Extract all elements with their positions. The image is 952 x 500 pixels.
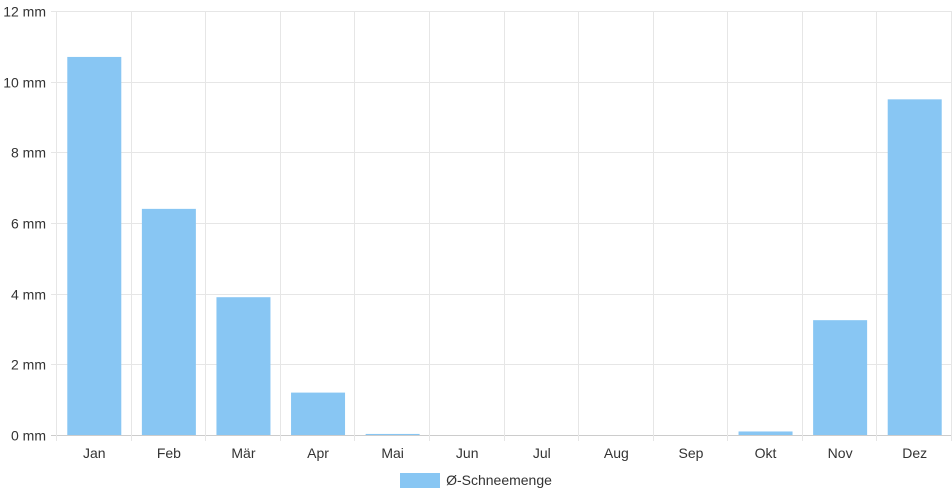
x-tick-label: Jan [83,445,106,461]
x-tick-label: Okt [755,445,777,461]
x-axis-ticks: Jan Feb Mär Apr Mai Jun Jul Aug Sep Okt Nov Dez [83,445,927,461]
x-tick-label: Mai [381,445,404,461]
legend-label: Ø-Schneemenge [446,472,552,488]
bar-mai[interactable] [365,433,420,435]
bar-feb[interactable] [141,208,196,435]
y-tick-label: 4 mm [11,287,46,303]
x-tick-label: Aug [604,445,629,461]
y-axis-ticks: 0 mm 2 mm 4 mm 6 mm 8 mm 10 mm 12 mm [3,4,46,444]
x-tick-label: Dez [902,445,927,461]
y-tick-label: 0 mm [11,428,46,444]
x-tick-label: Feb [157,445,181,461]
x-tick-label: Jul [533,445,551,461]
y-tick-label: 2 mm [11,357,46,373]
legend-swatch [400,472,441,488]
x-tick-label: Jun [456,445,479,461]
y-tick-label: 12 mm [3,4,46,20]
bar-dez[interactable] [887,99,942,435]
bar-jan[interactable] [67,56,122,435]
y-tick-label: 8 mm [11,145,46,161]
x-tick-label: Apr [307,445,329,461]
x-tick-label: Nov [828,445,853,461]
y-tick-label: 10 mm [3,75,46,91]
snow-bar-chart: 0 mm 2 mm 4 mm 6 mm 8 mm 10 mm 12 mm Jan Feb Mär… [3,4,952,461]
grid [51,11,952,441]
bar-nov[interactable] [813,320,868,435]
x-tick-label: Sep [678,445,703,461]
legend[interactable]: Ø-Schneemenge [0,472,952,488]
bar-okt[interactable] [738,431,793,435]
bar-apr[interactable] [291,392,346,435]
x-tick-label: Mär [231,445,255,461]
y-tick-label: 6 mm [11,216,46,232]
bar-mär[interactable] [216,297,271,435]
bars [67,56,942,435]
